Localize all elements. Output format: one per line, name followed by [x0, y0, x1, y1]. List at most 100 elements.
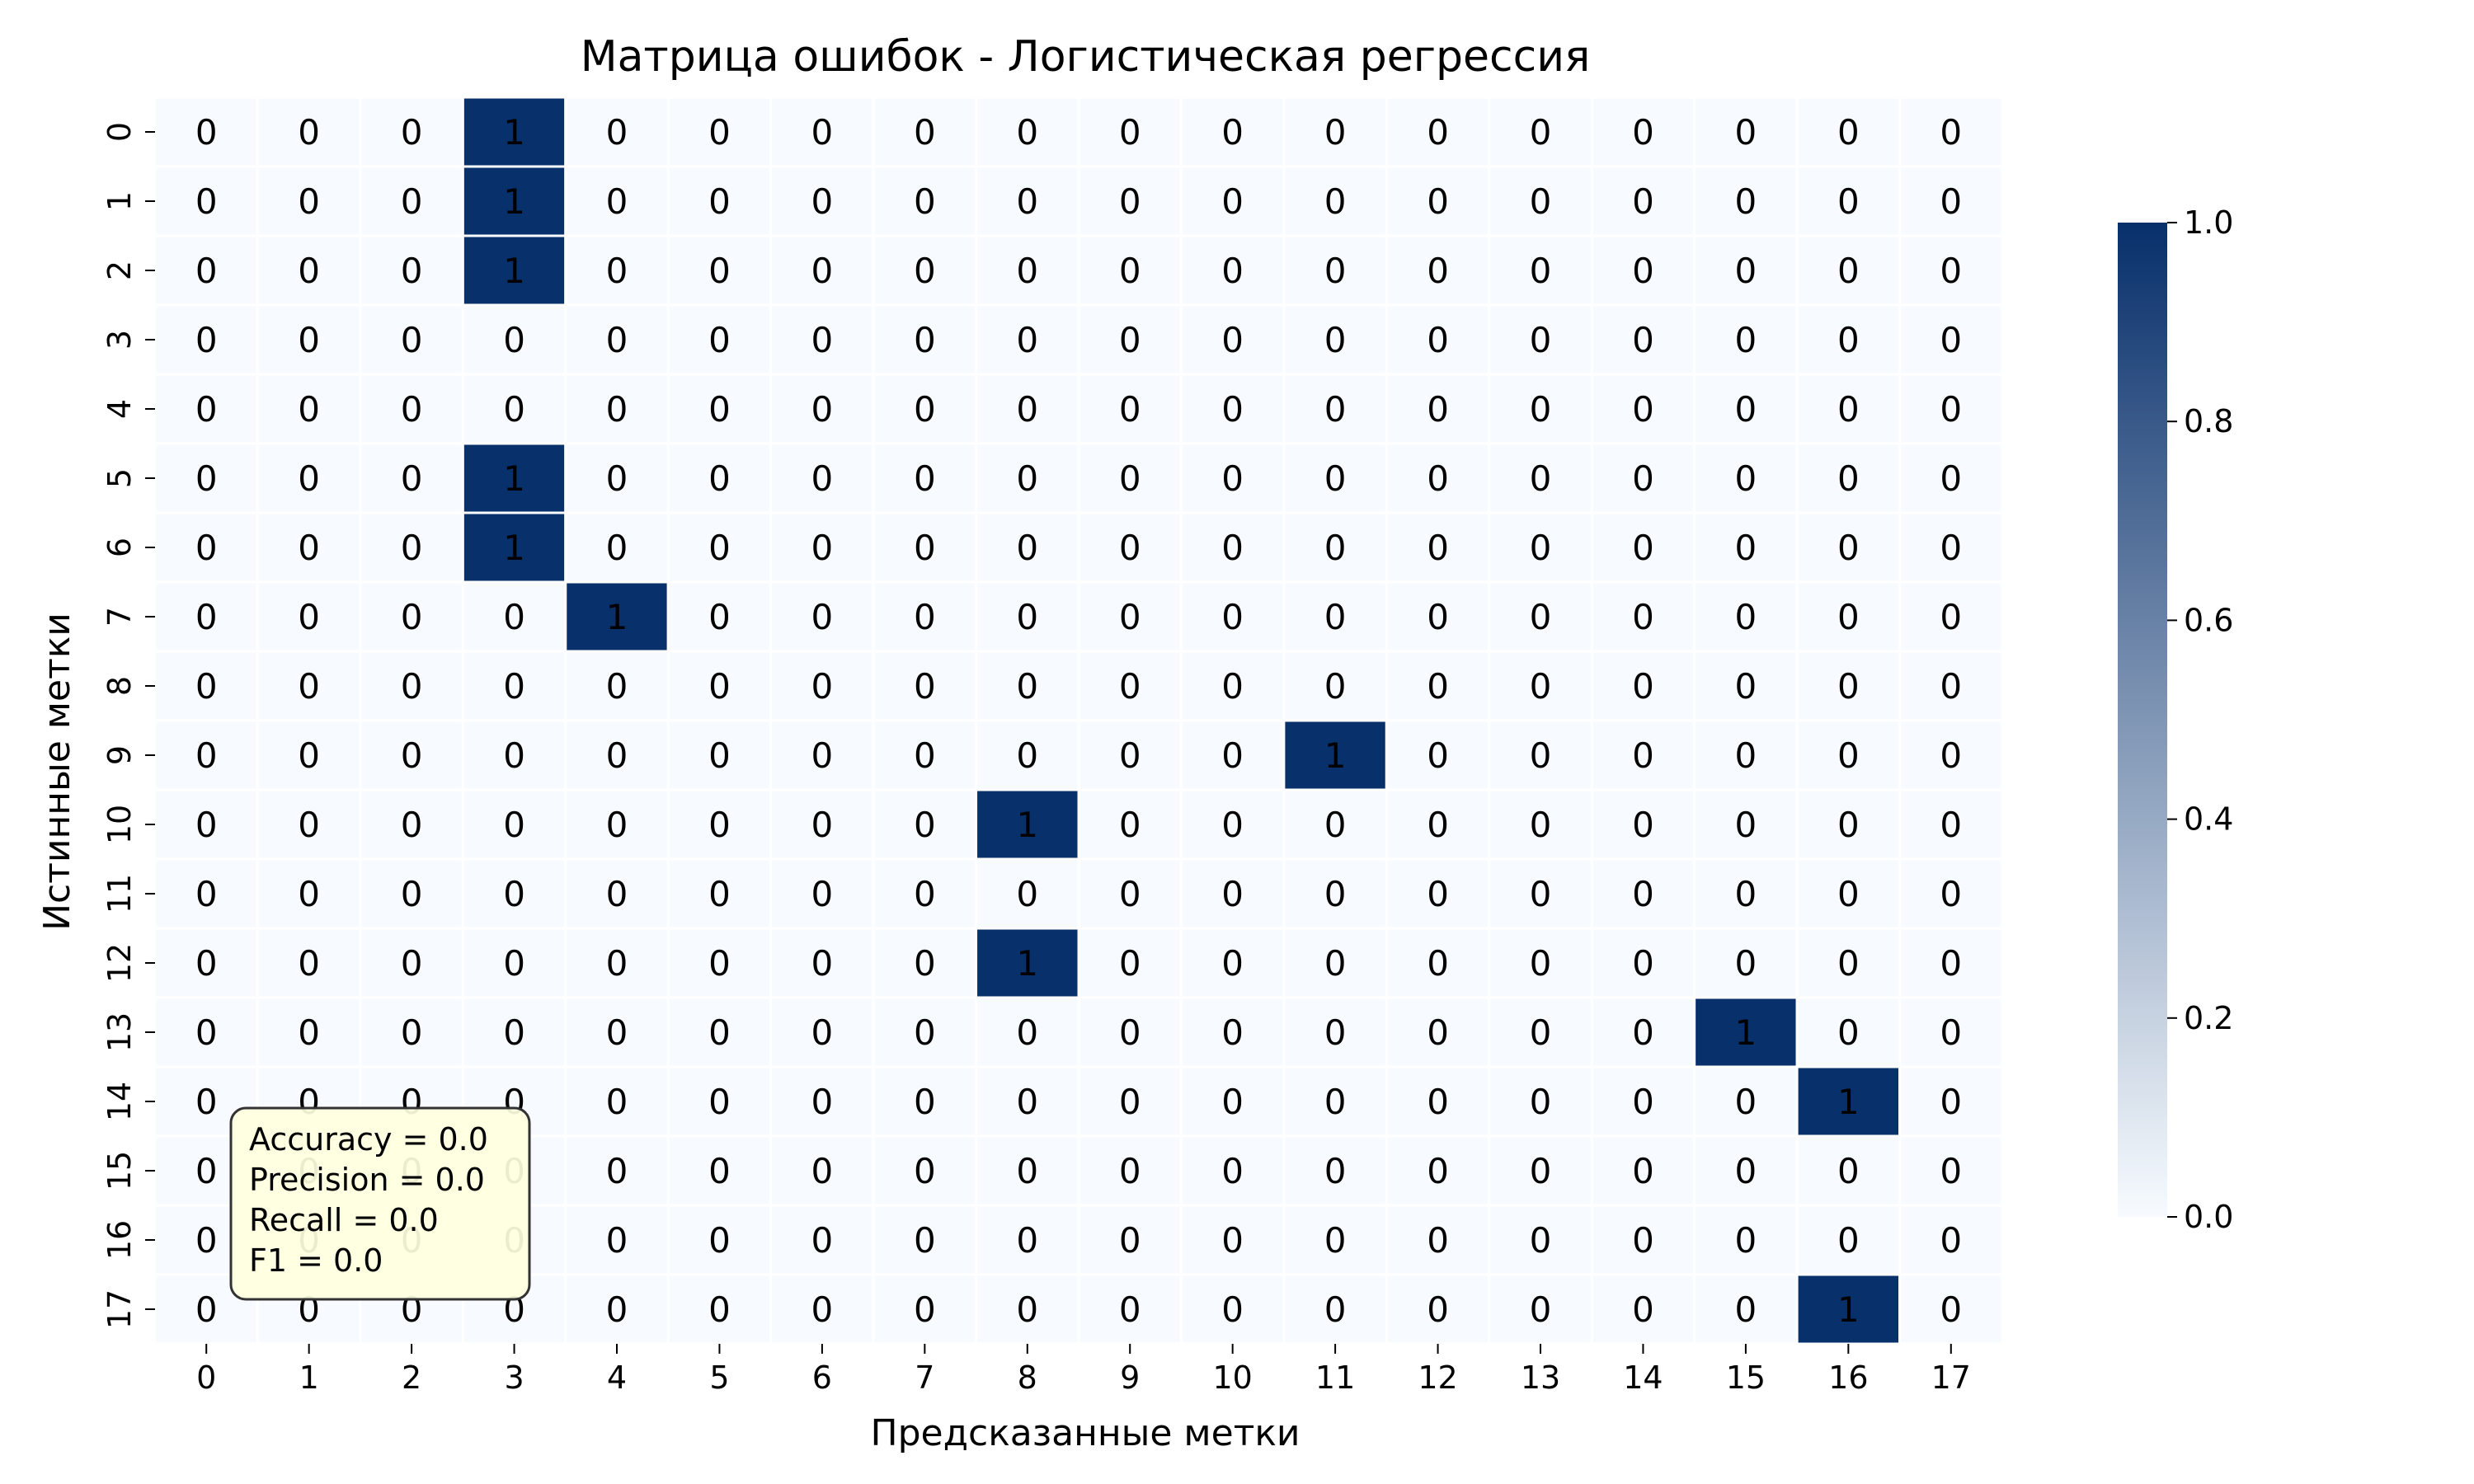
- cell-value-label: 0: [1324, 528, 1347, 568]
- heatmap-cell: [872, 1204, 978, 1276]
- heatmap-cell: [564, 650, 670, 722]
- cell-value-label: 0: [1221, 320, 1244, 360]
- cell-value-label: 0: [708, 874, 731, 914]
- cell-value-label: 0: [1016, 389, 1038, 430]
- cell-value-label: 0: [1324, 1012, 1347, 1053]
- heatmap-cell: [1795, 1273, 1902, 1345]
- heatmap-cell: [1385, 580, 1491, 653]
- cell-value-label: 0: [1530, 666, 1552, 707]
- cell-value-label: 1: [503, 528, 525, 568]
- cell-value-label: 0: [1632, 874, 1654, 914]
- cell-value-label: 0: [1837, 666, 1860, 707]
- heatmap-cell: [1385, 442, 1491, 514]
- y-axis-label: Истинные метки: [36, 613, 78, 931]
- metric-line: F1 = 0.0: [249, 1242, 383, 1279]
- colorbar-tick-label: 0.8: [2184, 403, 2233, 439]
- heatmap-cell: [1693, 1273, 1799, 1345]
- heatmap-cell: [1898, 719, 2004, 791]
- cell-value-label: 0: [1632, 666, 1654, 707]
- cell-value-label: 0: [1530, 735, 1552, 776]
- cell-value-label: 0: [1940, 1012, 1962, 1053]
- cell-value-label: 0: [1940, 181, 1962, 222]
- cell-value-label: 0: [1940, 389, 1962, 430]
- cell-value-label: 0: [1530, 181, 1552, 222]
- colorbar-tick-label: 0.2: [2184, 1000, 2233, 1036]
- cell-value-label: 0: [1324, 943, 1347, 984]
- cell-value-label: 0: [401, 458, 423, 499]
- cell-value-label: 0: [1940, 735, 1962, 776]
- cell-value-label: 0: [298, 112, 320, 153]
- x-tick-label: 7: [915, 1360, 934, 1396]
- colorbar-tick-label: 0.4: [2184, 801, 2233, 838]
- heatmap-cell: [769, 303, 875, 376]
- cell-value-label: 0: [708, 181, 731, 222]
- heatmap-cells: [153, 96, 2004, 1345]
- cell-value-label: 0: [1119, 389, 1141, 430]
- cell-value-label: 0: [1427, 389, 1449, 430]
- cell-value-label: 0: [1221, 251, 1244, 291]
- cell-value-label: 0: [708, 251, 731, 291]
- cell-value-label: 0: [811, 251, 834, 291]
- heatmap-cell: [769, 442, 875, 514]
- heatmap-cell: [359, 165, 464, 237]
- cell-value-label: 0: [1221, 389, 1244, 430]
- cell-value-label: 0: [1324, 1082, 1347, 1122]
- cell-value-label: 0: [1119, 112, 1141, 153]
- cell-value-label: 0: [811, 735, 834, 776]
- heatmap-cell: [1179, 788, 1286, 861]
- cell-value-label: 0: [811, 1151, 834, 1191]
- metric-line: Accuracy = 0.0: [249, 1121, 488, 1158]
- cell-value-label: 0: [401, 320, 423, 360]
- heatmap-cell: [1795, 788, 1902, 861]
- y-tick-label: 3: [101, 330, 138, 350]
- cell-value-label: 0: [1632, 735, 1654, 776]
- cell-value-label: 0: [708, 320, 731, 360]
- cell-value-label: 0: [298, 666, 320, 707]
- cell-value-label: 0: [401, 251, 423, 291]
- heatmap-cell: [666, 1065, 773, 1138]
- heatmap-cell: [1693, 719, 1799, 791]
- heatmap-cell: [359, 650, 464, 722]
- cell-value-label: 0: [708, 943, 731, 984]
- heatmap-cell: [1898, 442, 2004, 514]
- cell-value-label: 0: [1427, 805, 1449, 845]
- cell-value-label: 0: [1530, 943, 1552, 984]
- x-tick-label: 1: [299, 1360, 319, 1396]
- cell-value-label: 0: [1735, 1151, 1757, 1191]
- heatmap-cell: [769, 373, 875, 445]
- heatmap-cell: [1488, 1065, 1593, 1138]
- cell-value-label: 0: [1324, 251, 1347, 291]
- heatmap-cell: [975, 1204, 1080, 1276]
- cell-value-label: 0: [1016, 735, 1038, 776]
- cell-value-label: 0: [1530, 1289, 1552, 1330]
- x-tick-label: 17: [1931, 1360, 1971, 1396]
- cell-value-label: 0: [1016, 1012, 1038, 1053]
- cell-value-label: 0: [1221, 874, 1244, 914]
- heatmap-cell: [1693, 580, 1799, 653]
- cell-value-label: 0: [914, 874, 936, 914]
- heatmap-cell: [1488, 303, 1593, 376]
- heatmap-cell: [461, 511, 567, 584]
- cell-value-label: 0: [1016, 874, 1038, 914]
- cell-value-label: 0: [1632, 389, 1654, 430]
- cell-value-label: 0: [1940, 528, 1962, 568]
- cell-value-label: 0: [1221, 112, 1244, 153]
- cell-value-label: 0: [914, 112, 936, 153]
- cell-value-label: 0: [1735, 251, 1757, 291]
- cell-value-label: 0: [1837, 112, 1860, 153]
- cell-value-label: 0: [503, 597, 525, 637]
- cell-value-label: 0: [1837, 1220, 1860, 1261]
- heatmap-cell: [975, 442, 1080, 514]
- cell-value-label: 0: [606, 735, 628, 776]
- cell-value-label: 0: [401, 1012, 423, 1053]
- heatmap-cell: [872, 96, 978, 168]
- cell-value-label: 0: [1427, 735, 1449, 776]
- heatmap-cell: [666, 927, 773, 999]
- cell-value-label: 0: [1324, 597, 1347, 637]
- y-tick-label: 16: [101, 1220, 138, 1260]
- x-tick-label: 3: [504, 1360, 524, 1396]
- cell-value-label: 0: [1427, 1289, 1449, 1330]
